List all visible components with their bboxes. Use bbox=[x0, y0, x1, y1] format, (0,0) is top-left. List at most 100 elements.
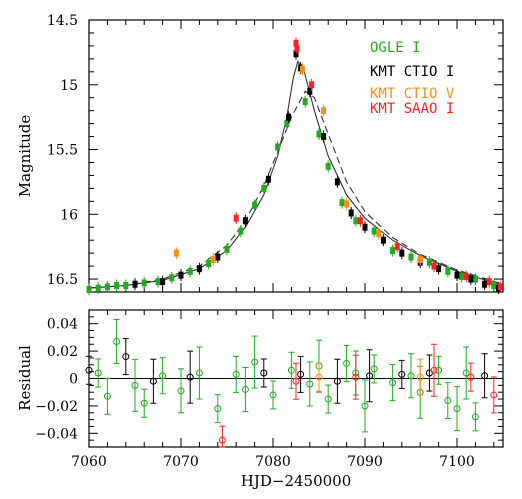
point-ogle-i bbox=[453, 405, 461, 413]
point-ogle-i bbox=[261, 184, 267, 192]
point-kmt-saao-i bbox=[218, 436, 226, 444]
point-kmt-ctio-i bbox=[380, 236, 386, 244]
y-tick-label: 0.02 bbox=[47, 344, 78, 360]
point-ogle-i bbox=[306, 380, 314, 388]
point-kmt-saao-i bbox=[431, 262, 437, 270]
point-kmt-ctio-i bbox=[297, 370, 305, 378]
point-kmt-ctio-i bbox=[186, 373, 194, 381]
point-kmt-saao-i bbox=[233, 214, 239, 222]
point-ogle-i bbox=[224, 245, 230, 253]
y-tick-label: −0.02 bbox=[35, 399, 78, 415]
point-ogle-i bbox=[131, 381, 139, 389]
point-ogle-i bbox=[103, 392, 111, 400]
point-kmt-saao-i bbox=[467, 373, 475, 381]
point-ogle-i bbox=[370, 365, 378, 373]
y-tick-label: 16.5 bbox=[47, 272, 78, 288]
point-ogle-i bbox=[324, 395, 332, 403]
point-kmt-saao-i bbox=[357, 217, 363, 225]
point-kmt-saao-i bbox=[430, 366, 438, 374]
point-ogle-i bbox=[445, 267, 451, 275]
point-kmt-ctio-i bbox=[122, 353, 130, 361]
point-ogle-i bbox=[325, 162, 331, 170]
x-axis-title: HJD−2450000 bbox=[241, 472, 352, 490]
point-ogle-i bbox=[407, 372, 415, 380]
point-kmt-saao-i bbox=[394, 243, 400, 251]
y-tick-label: −0.04 bbox=[35, 426, 78, 442]
point-kmt-ctio-i bbox=[307, 87, 313, 95]
point-ogle-i bbox=[251, 358, 259, 366]
light-curve-points bbox=[86, 37, 503, 296]
light-curve-ticks: 14.5 15 15.5 16 16.5 bbox=[47, 13, 503, 293]
y-tick-label: 14.5 bbox=[47, 13, 78, 29]
point-ogle-i bbox=[86, 285, 92, 293]
y-axis-title-residual: Residual bbox=[16, 345, 34, 411]
point-ogle-i bbox=[232, 370, 240, 378]
y-tick-label: 15.5 bbox=[47, 143, 78, 159]
point-kmt-saao-i bbox=[497, 283, 503, 291]
point-kmt-ctio-i bbox=[348, 209, 354, 217]
point-kmt-ctio-v bbox=[299, 65, 305, 73]
point-kmt-saao-i bbox=[352, 373, 360, 381]
point-ogle-i bbox=[252, 201, 258, 209]
point-ogle-i bbox=[408, 253, 414, 261]
point-kmt-saao-i bbox=[294, 44, 300, 52]
model-curves bbox=[88, 60, 504, 289]
y-tick-label: 16 bbox=[60, 207, 78, 223]
point-ogle-i bbox=[471, 413, 479, 421]
point-kmt-ctio-i bbox=[454, 271, 460, 279]
x-tick-label: 7070 bbox=[163, 454, 199, 470]
point-ogle-i bbox=[195, 369, 203, 377]
y-tick-label: 0 bbox=[69, 372, 78, 388]
point-kmt-ctio-i bbox=[132, 280, 138, 288]
point-kmt-ctio-i bbox=[321, 133, 327, 141]
model-curve-dashed bbox=[88, 90, 504, 289]
point-ogle-i bbox=[104, 283, 110, 291]
point-kmt-ctio-i bbox=[398, 370, 406, 378]
point-kmt-ctio-i bbox=[293, 50, 299, 58]
point-ogle-i bbox=[214, 405, 222, 413]
point-ogle-i bbox=[435, 366, 443, 374]
point-ogle-i bbox=[343, 359, 351, 367]
point-kmt-ctio-i bbox=[160, 278, 166, 286]
point-ogle-i bbox=[316, 130, 322, 138]
point-kmt-saao-i bbox=[490, 391, 498, 399]
point-kmt-ctio-i bbox=[399, 249, 405, 257]
point-ogle-i bbox=[241, 385, 249, 393]
point-kmt-ctio-i bbox=[366, 372, 374, 380]
point-kmt-saao-i bbox=[463, 272, 469, 280]
point-ogle-i bbox=[459, 272, 465, 280]
point-ogle-i bbox=[287, 366, 295, 374]
light-curve-frame bbox=[88, 19, 504, 293]
point-kmt-ctio-i bbox=[178, 271, 184, 279]
point-ogle-i bbox=[302, 98, 308, 106]
point-ogle-i bbox=[206, 260, 212, 268]
point-kmt-ctio-v bbox=[417, 256, 423, 264]
point-kmt-saao-i bbox=[309, 81, 315, 89]
point-kmt-saao-i bbox=[293, 39, 299, 47]
legend-entry-kmt-saao-i: KMT SAAO I bbox=[370, 101, 454, 117]
point-kmt-ctio-i bbox=[482, 280, 488, 288]
residual-ticks: 7060 7070 7080 7090 7100 0.04 0.02 0 −0.02 −0.04 bbox=[35, 309, 503, 470]
point-kmt-ctio-i bbox=[334, 178, 340, 186]
point-kmt-ctio-i bbox=[215, 253, 221, 261]
point-kmt-saao-i bbox=[486, 278, 492, 286]
point-ogle-i bbox=[371, 227, 377, 235]
point-kmt-ctio-i bbox=[260, 369, 268, 377]
point-ogle-i bbox=[339, 199, 345, 207]
point-ogle-i bbox=[187, 267, 193, 275]
point-kmt-ctio-i bbox=[265, 175, 271, 183]
point-kmt-ctio-i bbox=[149, 377, 157, 385]
point-ogle-i bbox=[389, 379, 397, 387]
point-kmt-ctio-v bbox=[416, 373, 424, 381]
point-ogle-i bbox=[269, 391, 277, 399]
point-ogle-i bbox=[159, 372, 167, 380]
point-ogle-i bbox=[169, 274, 175, 282]
point-kmt-ctio-v bbox=[376, 230, 382, 238]
y-tick-label: 15 bbox=[60, 78, 78, 94]
point-ogle-i bbox=[140, 399, 148, 407]
point-ogle-i bbox=[238, 227, 244, 235]
point-kmt-ctio-v bbox=[210, 256, 216, 264]
x-tick-label: 7090 bbox=[347, 454, 383, 470]
point-ogle-i bbox=[361, 402, 369, 410]
